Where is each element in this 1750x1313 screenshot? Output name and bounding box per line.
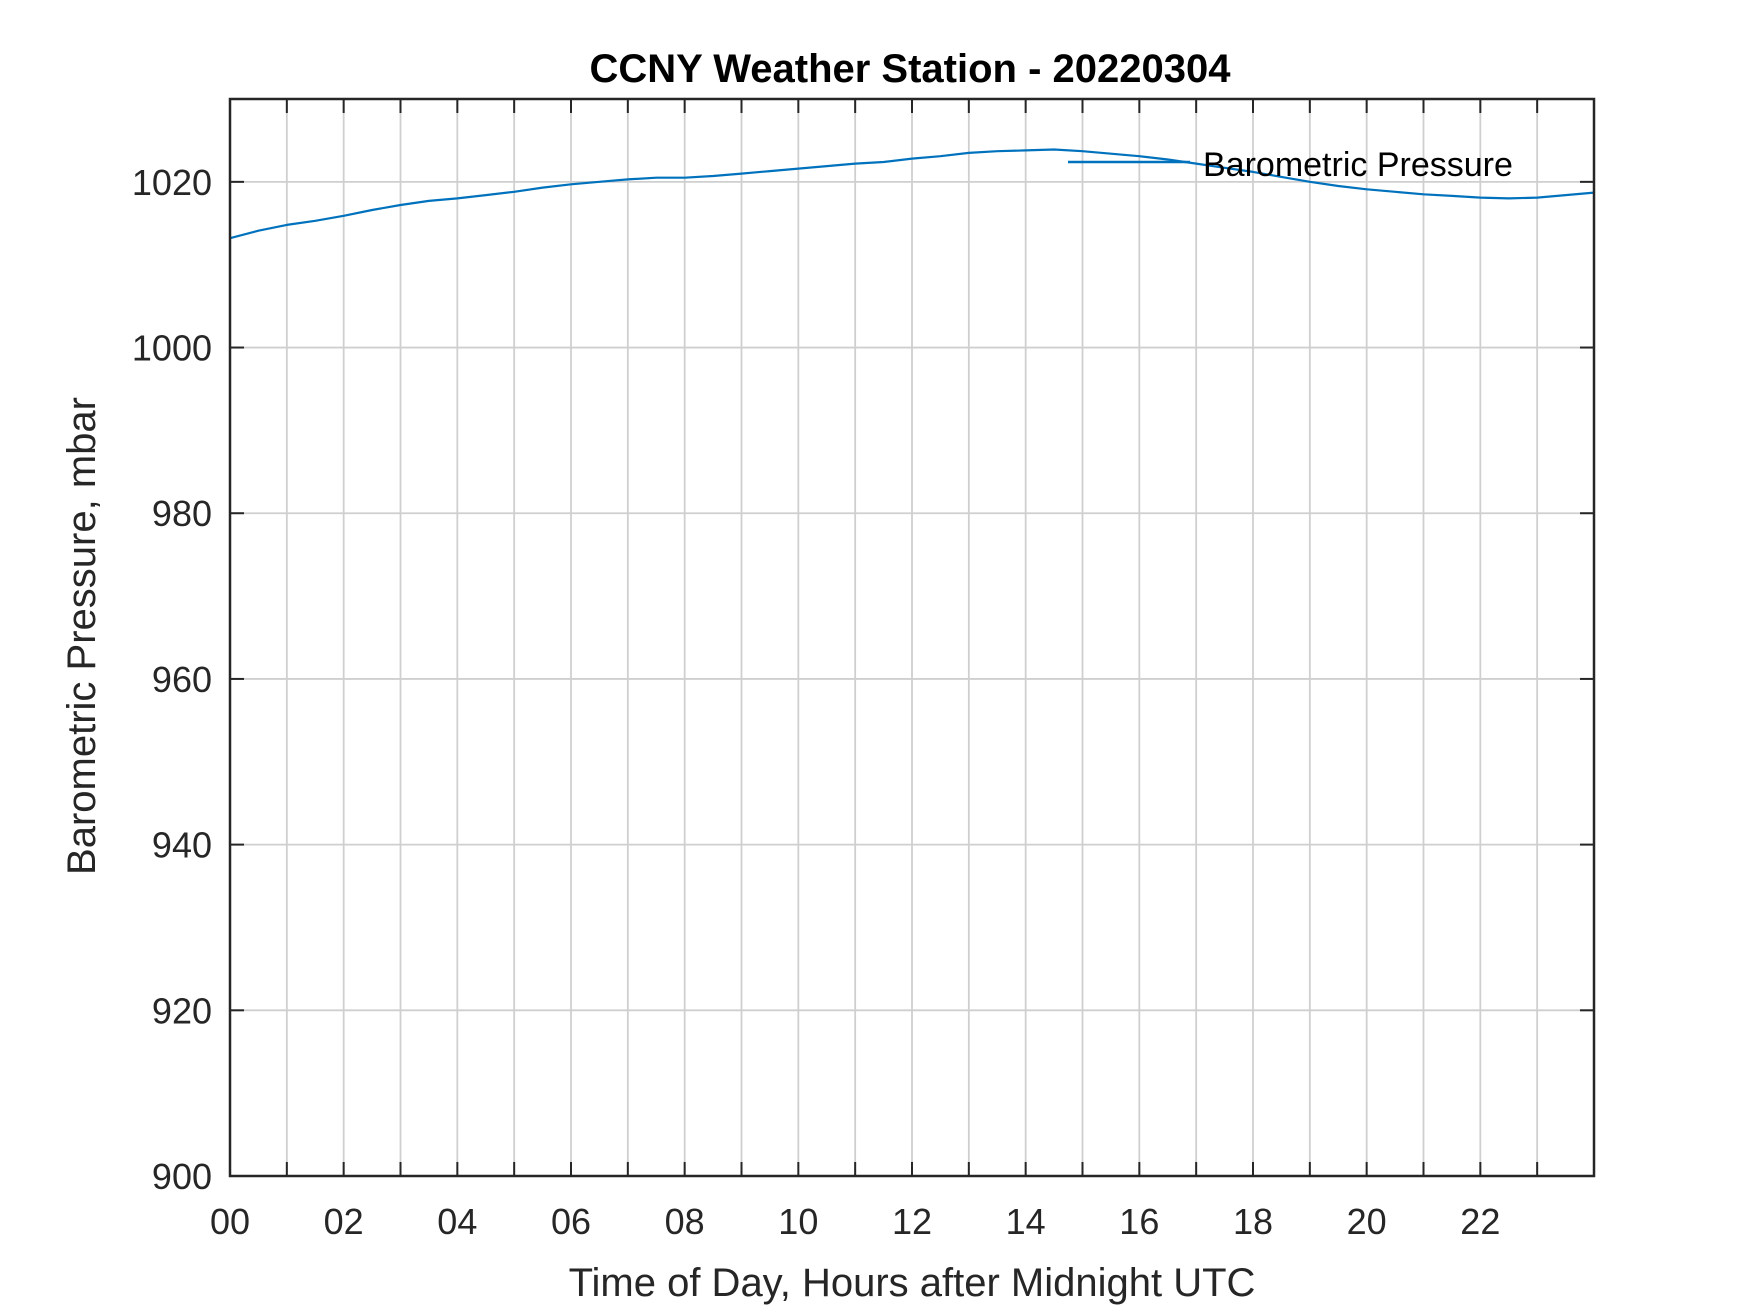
plot-frame xyxy=(228,97,1596,1178)
y-tick-label: 1020 xyxy=(132,162,212,203)
x-tick-label: 04 xyxy=(437,1201,477,1242)
x-tick-label: 08 xyxy=(665,1201,705,1242)
x-tick-label: 00 xyxy=(210,1201,250,1242)
legend: Barometric Pressure xyxy=(1068,146,1513,184)
x-tick-labels: 00 02 04 06 08 10 12 14 16 18 20 22 xyxy=(210,1201,1500,1242)
x-axis-label: Time of Day, Hours after Midnight UTC xyxy=(569,1261,1256,1305)
series-layer xyxy=(229,148,1595,240)
x-tick-label: 22 xyxy=(1460,1201,1500,1242)
y-tick-labels: 900 920 940 960 980 1000 1020 xyxy=(132,162,212,1197)
chart-title: CCNY Weather Station - 20220304 xyxy=(590,47,1232,91)
x-tick-label: 16 xyxy=(1119,1201,1159,1242)
y-tick-label: 1000 xyxy=(132,328,212,369)
x-tick-label: 20 xyxy=(1347,1201,1387,1242)
y-tick-label: 920 xyxy=(152,990,212,1031)
x-tick-label: 14 xyxy=(1006,1201,1046,1242)
x-tick-label: 06 xyxy=(551,1201,591,1242)
x-tick-label: 18 xyxy=(1233,1201,1273,1242)
y-tick-label: 900 xyxy=(152,1156,212,1197)
x-tick-label: 12 xyxy=(892,1201,932,1242)
y-tick-label: 960 xyxy=(152,659,212,700)
x-tick-label: 02 xyxy=(324,1201,364,1242)
legend-label-barometric-pressure: Barometric Pressure xyxy=(1203,146,1513,184)
x-tick-label: 10 xyxy=(778,1201,818,1242)
y-tick-label: 980 xyxy=(152,493,212,534)
y-tick-label: 940 xyxy=(152,825,212,866)
grid-lines xyxy=(230,99,1594,1176)
y-axis-label: Barometric Pressure, mbar xyxy=(60,397,104,875)
series-line-barometric-pressure xyxy=(229,148,1595,240)
